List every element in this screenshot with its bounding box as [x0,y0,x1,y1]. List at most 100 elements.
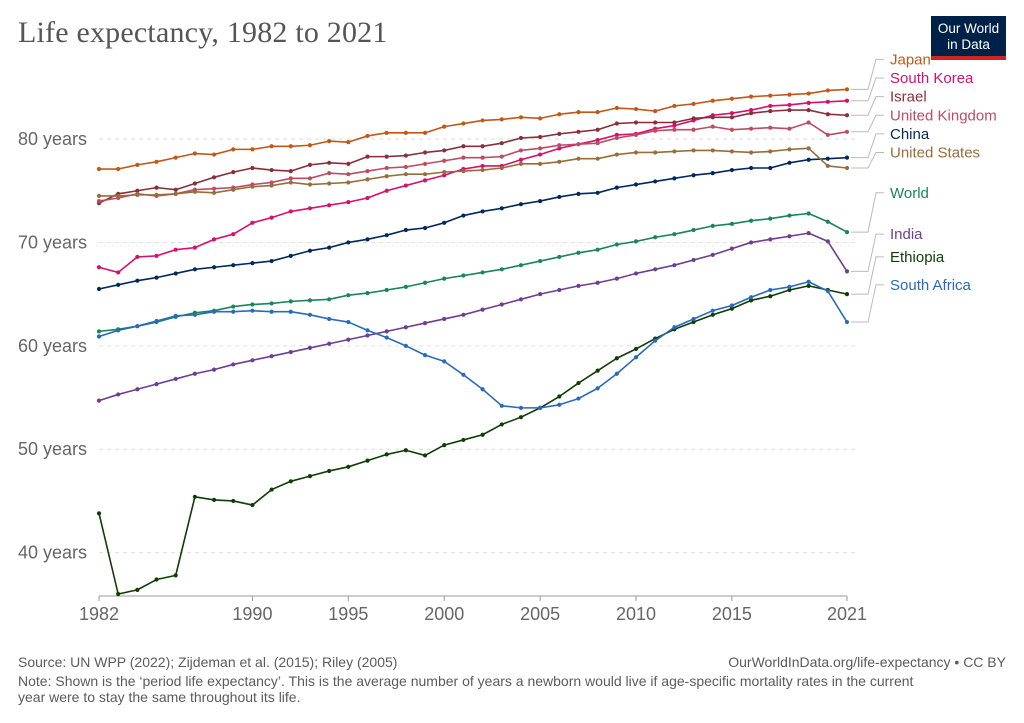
data-point[interactable] [595,127,600,132]
data-point[interactable] [480,163,485,169]
data-point[interactable] [749,240,754,245]
data-point[interactable] [461,168,466,174]
data-point[interactable] [844,292,850,297]
data-point[interactable] [154,577,159,582]
data-point[interactable] [653,179,658,184]
data-point[interactable] [710,115,715,120]
data-point[interactable] [595,190,600,195]
data-point[interactable] [442,220,447,225]
data-point[interactable] [576,396,581,401]
data-point[interactable] [154,253,159,258]
data-point[interactable] [173,376,178,382]
data-point[interactable] [96,329,102,334]
data-point[interactable] [749,94,754,99]
data-point[interactable] [422,172,428,177]
data-point[interactable] [135,192,140,197]
data-point[interactable] [365,328,370,333]
data-point[interactable] [499,141,504,146]
data-point[interactable] [633,355,639,360]
data-point[interactable] [518,263,524,268]
data-point[interactable] [557,402,562,407]
data-point[interactable] [461,312,466,317]
data-point[interactable] [135,387,140,392]
data-point[interactable] [749,295,754,300]
data-point[interactable] [691,116,696,121]
data-point[interactable] [250,261,255,266]
data-point[interactable] [768,287,773,293]
data-point[interactable] [614,135,619,141]
data-point[interactable] [422,130,428,135]
data-point[interactable] [499,422,504,427]
data-point[interactable] [499,165,504,171]
data-point[interactable] [729,167,735,173]
data-point[interactable] [691,316,696,322]
data-point[interactable] [538,134,543,140]
data-point[interactable] [691,127,696,132]
data-point[interactable] [211,237,217,242]
data-point[interactable] [365,458,370,463]
data-point[interactable] [787,284,792,290]
data-point[interactable] [288,253,293,258]
data-point[interactable] [192,151,197,156]
data-point[interactable] [269,215,274,220]
series-japan[interactable] [96,87,850,172]
series-line[interactable] [99,88,848,170]
series-label[interactable]: India [890,226,923,243]
data-point[interactable] [288,349,293,355]
data-point[interactable] [595,386,600,391]
data-point[interactable] [576,380,581,386]
data-point[interactable] [442,158,447,163]
data-point[interactable] [327,297,332,302]
data-point[interactable] [154,381,159,387]
data-point[interactable] [211,309,217,314]
data-point[interactable] [269,354,274,359]
data-point[interactable] [384,130,389,135]
data-point[interactable] [442,170,447,175]
data-point[interactable] [269,487,274,492]
data-point[interactable] [787,102,792,108]
data-point[interactable] [480,167,485,173]
data-point[interactable] [192,267,197,272]
data-point[interactable] [154,192,159,197]
series-line[interactable] [98,156,848,290]
data-point[interactable] [825,132,830,138]
data-point[interactable] [691,227,696,233]
data-point[interactable] [653,150,658,155]
data-point[interactable] [844,165,850,171]
data-point[interactable] [653,128,658,133]
data-point[interactable] [538,146,543,151]
data-point[interactable] [96,398,102,403]
data-point[interactable] [595,156,600,161]
data-point[interactable] [710,148,715,153]
data-point[interactable] [768,109,773,114]
data-point[interactable] [518,405,524,410]
data-point[interactable] [211,190,217,195]
data-point[interactable] [154,318,159,324]
series-south-korea[interactable] [96,98,850,275]
data-point[interactable] [614,132,619,138]
data-point[interactable] [250,502,255,508]
data-point[interactable] [806,211,811,216]
data-point[interactable] [231,170,236,175]
data-point[interactable] [633,150,639,155]
data-point[interactable] [653,120,658,125]
data-point[interactable] [557,287,562,293]
data-point[interactable] [538,292,543,297]
data-point[interactable] [768,125,773,130]
data-point[interactable] [672,232,677,237]
data-point[interactable] [614,356,619,361]
series-label[interactable]: China [890,126,930,143]
data-point[interactable] [346,180,351,185]
data-point[interactable] [211,175,217,180]
data-point[interactable] [787,126,792,131]
data-point[interactable] [365,154,370,159]
data-point[interactable] [518,157,524,162]
data-point[interactable] [633,132,639,138]
data-point[interactable] [96,265,102,270]
series-label[interactable]: United States [890,144,980,161]
data-point[interactable] [691,319,696,325]
data-point[interactable] [365,177,370,182]
data-point[interactable] [844,269,850,274]
data-point[interactable] [307,248,313,253]
data-point[interactable] [269,309,274,314]
